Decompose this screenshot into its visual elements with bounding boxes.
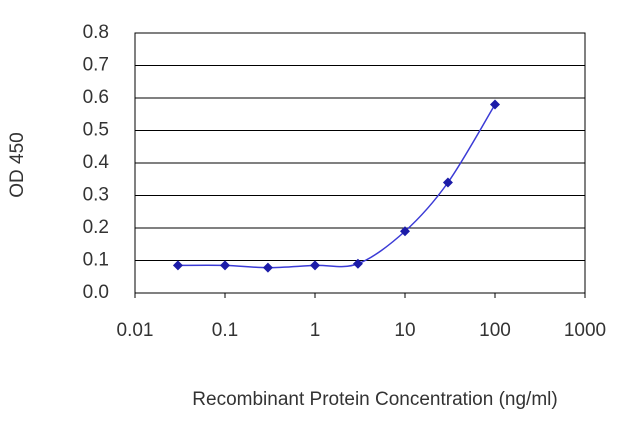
data-point [352,258,363,269]
y-tick-label: 0.6 [83,87,109,108]
x-tick-label: 10 [394,320,415,341]
x-tick-label: 0.01 [117,320,154,341]
y-tick-label: 0.8 [83,22,109,43]
data-point [442,177,453,188]
y-tick-label: 0.1 [83,250,109,271]
x-tick-label: 0.1 [212,320,238,341]
y-tick-label: 0.7 [83,55,109,76]
x-tick-label: 1 [310,320,321,341]
data-point [400,226,410,237]
y-tick-label: 0.3 [83,185,109,206]
data-point [262,262,273,273]
x-tick-label: 100 [479,320,511,341]
data-point [490,99,500,110]
y-tick-label: 0.4 [83,152,110,173]
x-axis-label: Recombinant Protein Concentration (ng/ml… [192,389,557,410]
data-point [172,260,183,271]
x-tick-label: 1000 [564,320,606,341]
y-axis-label: OD 450 [7,132,28,197]
y-tick-label: 0.0 [83,282,109,303]
data-point [220,260,230,271]
plot-frame [134,32,586,294]
y-tick-label: 0.5 [83,120,109,141]
data-point [310,260,320,271]
y-tick-label: 0.2 [83,217,109,238]
